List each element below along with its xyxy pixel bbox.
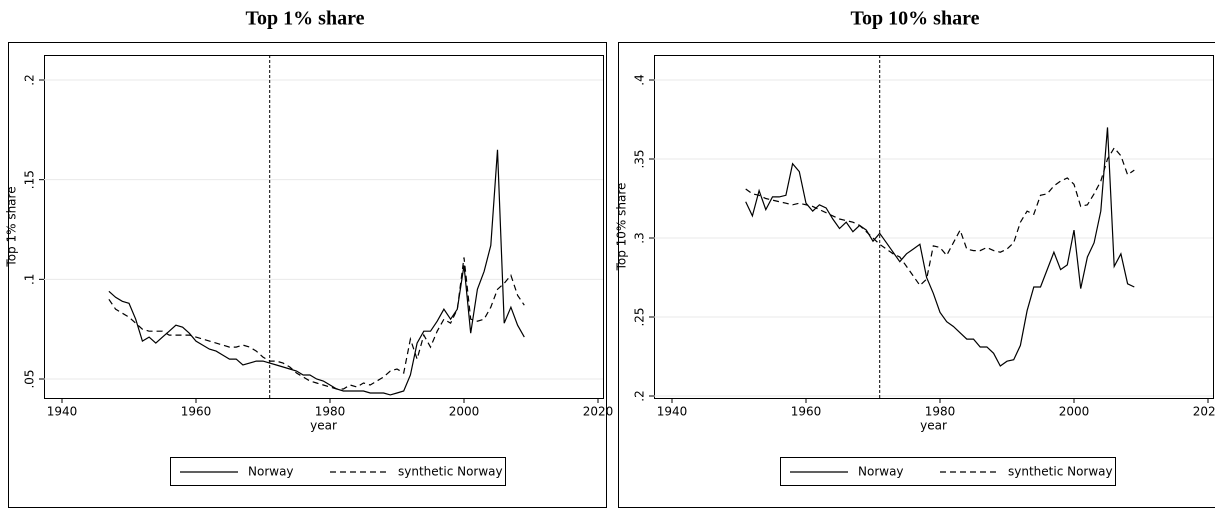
x-tick-label: 2000 — [1059, 405, 1090, 419]
series-line — [745, 127, 1135, 367]
y-tick-label: .05 — [23, 369, 37, 388]
legend-label: Norway — [858, 465, 904, 479]
y-tick-label: .2 — [633, 390, 647, 401]
x-tick-label: 2020 — [583, 405, 614, 419]
y-tick-label: .3 — [633, 232, 647, 243]
x-tick-label: 2000 — [449, 405, 480, 419]
y-tick-label: .15 — [23, 170, 37, 189]
x-tick-label: 1940 — [657, 405, 688, 419]
x-tick-label: 1960 — [181, 405, 212, 419]
chart-title: Top 10% share — [851, 8, 980, 30]
legend-label: Norway — [248, 465, 294, 479]
y-axis-label: Top 10% share — [615, 183, 629, 272]
x-tick-label: 1980 — [315, 405, 346, 419]
y-tick-label: .4 — [633, 74, 647, 85]
y-tick-label: .25 — [633, 307, 647, 326]
legend-label: synthetic Norway — [1008, 465, 1113, 479]
x-axis-label: year — [920, 419, 947, 433]
plot-frame — [654, 55, 1214, 399]
series-line — [108, 257, 525, 390]
x-tick-label: 2020 — [1193, 405, 1215, 419]
x-tick-label: 1960 — [791, 405, 822, 419]
y-axis-label: Top 1% share — [5, 186, 19, 267]
x-tick-label: 1940 — [47, 405, 78, 419]
x-tick-label: 1980 — [925, 405, 956, 419]
y-tick-label: .1 — [23, 274, 37, 285]
plot-frame — [44, 55, 604, 399]
legend-label: synthetic Norway — [398, 465, 503, 479]
chart-title: Top 1% share — [246, 8, 365, 30]
y-tick-label: .35 — [633, 149, 647, 168]
y-tick-label: .2 — [23, 74, 37, 85]
x-axis-label: year — [310, 419, 337, 433]
